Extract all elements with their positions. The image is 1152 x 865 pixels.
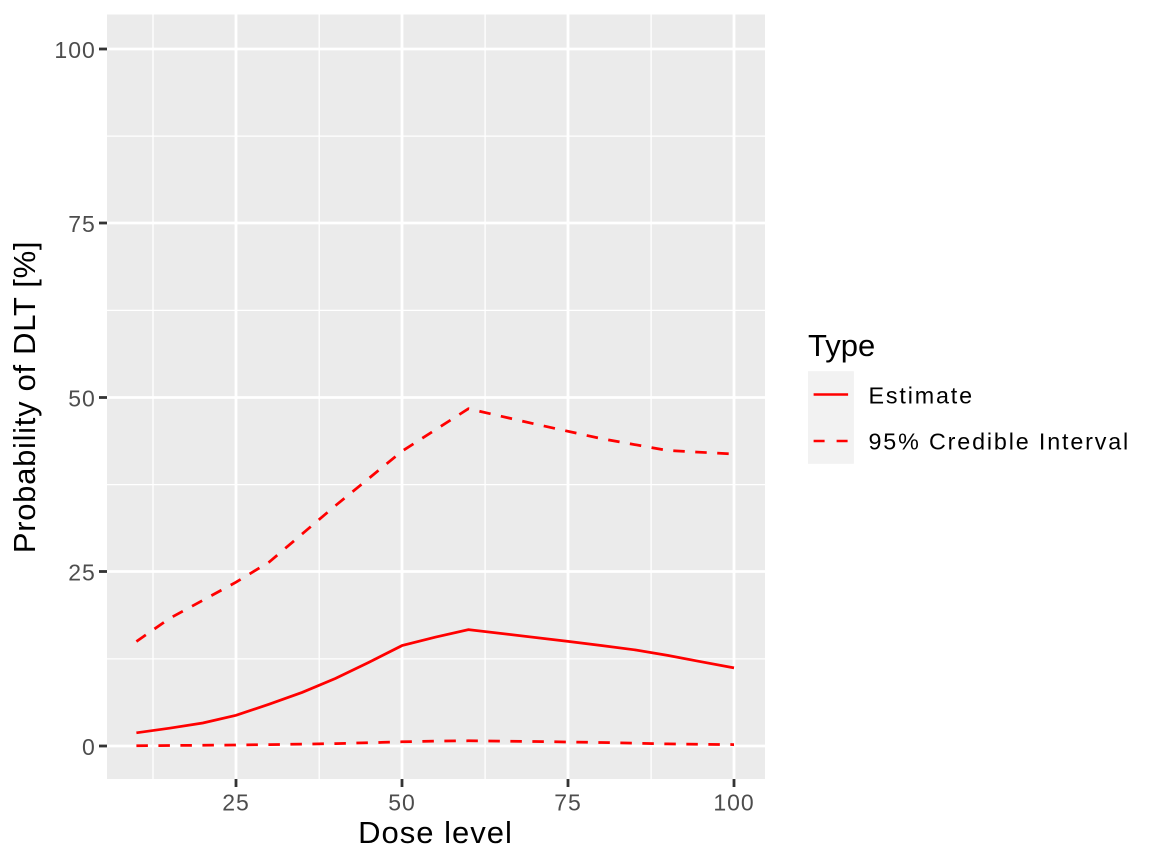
svg-text:0: 0 — [82, 734, 96, 760]
svg-text:75: 75 — [68, 211, 96, 237]
svg-text:50: 50 — [68, 386, 96, 412]
svg-text:95% Credible Interval: 95% Credible Interval — [869, 429, 1131, 455]
svg-text:Probability of DLT [%]: Probability of DLT [%] — [7, 241, 42, 553]
svg-text:100: 100 — [713, 790, 754, 816]
svg-text:Estimate: Estimate — [869, 383, 974, 409]
svg-text:100: 100 — [54, 37, 95, 63]
svg-text:25: 25 — [222, 790, 250, 816]
svg-text:Type: Type — [808, 328, 875, 363]
svg-text:75: 75 — [554, 790, 582, 816]
svg-text:50: 50 — [388, 790, 416, 816]
svg-text:25: 25 — [68, 560, 96, 586]
svg-text:Dose level: Dose level — [358, 815, 513, 850]
